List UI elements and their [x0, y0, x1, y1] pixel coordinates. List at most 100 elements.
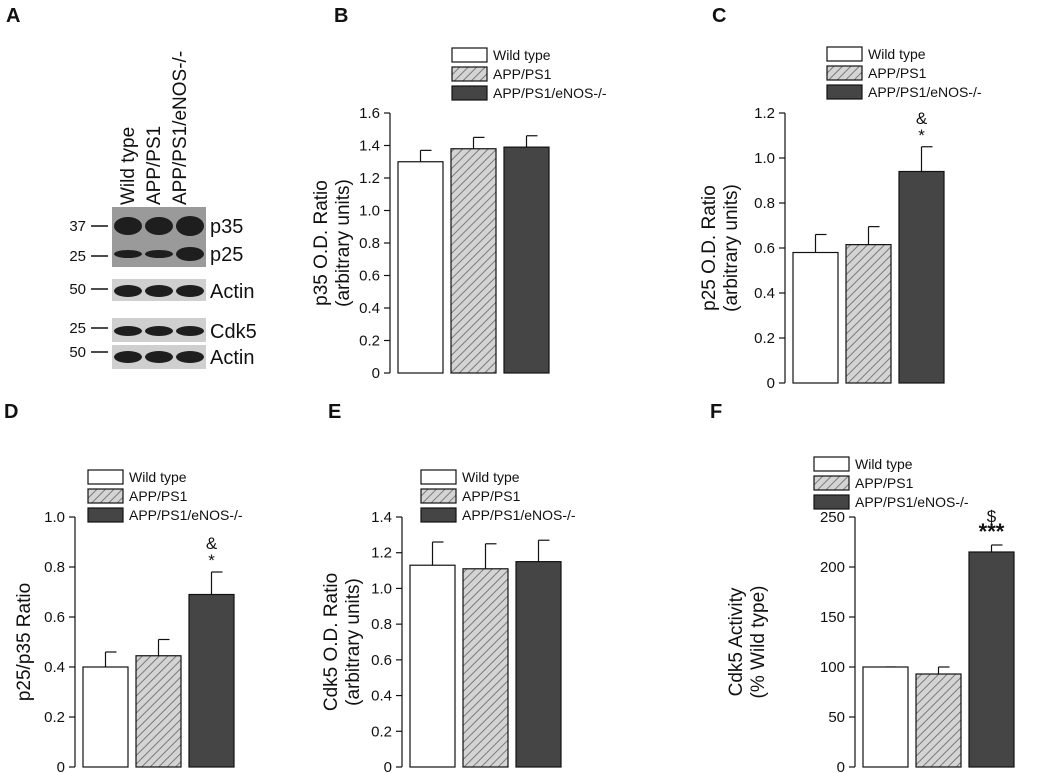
blot-band	[176, 351, 204, 363]
bar	[409, 564, 456, 768]
legend-swatch	[813, 494, 850, 510]
y-tick-label: 0.6	[44, 609, 65, 626]
y-tick-label: 0.4	[754, 285, 775, 302]
blot-band	[176, 285, 204, 297]
y-tick-label: 0.2	[44, 709, 65, 726]
y-axis-label: p35 O.D. Ratio	[311, 180, 332, 306]
bar	[845, 244, 892, 384]
significance-mark: *	[208, 551, 215, 570]
legend-swatch	[826, 65, 863, 81]
y-tick-label: 0	[384, 759, 392, 773]
y-tick-label: 1.0	[44, 509, 65, 526]
legend-label: Wild type	[129, 469, 187, 485]
blot-band	[114, 351, 142, 363]
legend-swatch	[451, 47, 488, 63]
y-tick-label: 0.2	[371, 723, 392, 740]
bar	[792, 251, 839, 384]
y-tick-label: 1.0	[371, 580, 392, 597]
bar	[968, 551, 1015, 768]
legend-swatch	[87, 507, 124, 523]
bar	[397, 161, 444, 374]
y-tick-label: 1.0	[754, 150, 775, 167]
blot-band	[145, 285, 173, 297]
lane-label: APP/PS1	[144, 126, 165, 205]
blot-band	[145, 217, 173, 235]
blot-band	[114, 285, 142, 297]
bar	[862, 666, 909, 768]
panel-label: A	[6, 5, 20, 27]
blot-band	[114, 250, 142, 258]
blot-band	[176, 216, 204, 236]
marker-label: 50	[69, 344, 86, 361]
y-axis-label: (arbitrary units)	[343, 578, 364, 706]
legend-swatch	[813, 456, 850, 472]
bar	[82, 666, 129, 768]
y-tick-label: 0.8	[754, 195, 775, 212]
blot-band	[145, 326, 173, 336]
y-axis-label: p25 O.D. Ratio	[699, 185, 720, 311]
y-tick-label: 0.2	[754, 330, 775, 347]
y-tick-label: 1.2	[754, 105, 775, 122]
y-axis-label: (% Wild type)	[748, 586, 769, 699]
bar	[915, 673, 962, 768]
panel-label: E	[328, 401, 341, 423]
legend-label: APP/PS1/eNOS-/-	[129, 507, 243, 523]
y-tick-label: 0.2	[359, 333, 380, 350]
lane-label: Wild type	[118, 127, 139, 205]
band-label: Cdk5	[210, 321, 257, 343]
y-axis-label: (arbitrary units)	[333, 179, 354, 307]
legend-label: APP/PS1	[868, 65, 927, 81]
significance-mark: &	[206, 534, 218, 553]
y-tick-label: 150	[820, 609, 845, 626]
lane-label: APP/PS1/eNOS-/-	[170, 51, 191, 205]
legend-swatch	[87, 488, 124, 504]
significance-mark: $	[987, 507, 997, 526]
y-tick-label: 0.4	[44, 659, 65, 676]
legend-label: Wild type	[855, 456, 913, 472]
y-tick-label: 1.2	[371, 545, 392, 562]
legend-swatch	[420, 488, 457, 504]
blot-band	[114, 326, 142, 336]
bar	[515, 561, 562, 768]
band-label: Actin	[210, 281, 254, 303]
y-tick-label: 200	[820, 559, 845, 576]
panel-label: C	[712, 5, 726, 27]
legend-swatch	[451, 85, 488, 101]
blot-band	[145, 351, 173, 363]
significance-mark: *	[918, 126, 925, 145]
legend-label: Wild type	[868, 46, 926, 62]
y-tick-label: 0	[57, 759, 65, 773]
y-axis-label: (arbitrary units)	[721, 184, 742, 312]
y-tick-label: 0	[372, 365, 380, 382]
panel-label: F	[710, 401, 722, 423]
significance-mark: ***	[979, 519, 1005, 544]
blot-band	[176, 326, 204, 336]
y-tick-label: 0.4	[359, 300, 380, 317]
legend-label: APP/PS1/eNOS-/-	[493, 85, 607, 101]
band-label: p35	[210, 216, 243, 238]
significance-mark: &	[916, 109, 928, 128]
y-tick-label: 250	[820, 509, 845, 526]
panel-label: D	[4, 401, 18, 423]
y-axis-label: p25/p35 Ratio	[14, 583, 35, 701]
y-tick-label: 1.4	[359, 138, 380, 155]
y-tick-label: 1.4	[371, 509, 392, 526]
y-tick-label: 0	[837, 759, 845, 773]
legend-label: APP/PS1	[493, 66, 552, 82]
bar	[898, 170, 945, 384]
y-tick-label: 0.4	[371, 688, 392, 705]
y-tick-label: 0.8	[44, 559, 65, 576]
y-tick-label: 0.6	[359, 268, 380, 285]
marker-label: 25	[69, 248, 86, 265]
y-tick-label: 0.8	[359, 235, 380, 252]
y-tick-label: 100	[820, 659, 845, 676]
marker-label: 50	[69, 281, 86, 298]
legend-swatch	[451, 66, 488, 82]
legend-swatch	[826, 84, 863, 100]
band-label: p25	[210, 244, 243, 266]
blot-band	[176, 247, 204, 261]
legend-label: APP/PS1	[129, 488, 188, 504]
y-tick-label: 1.6	[359, 105, 380, 122]
blot-band	[114, 217, 142, 235]
y-tick-label: 1.2	[359, 170, 380, 187]
